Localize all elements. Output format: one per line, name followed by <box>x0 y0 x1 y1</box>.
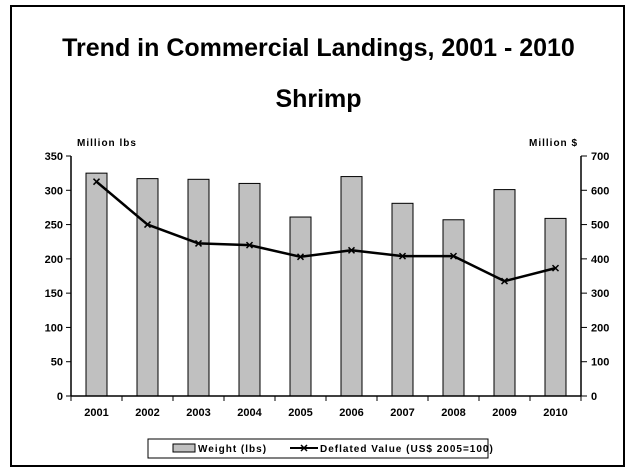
bar-2004 <box>238 182 261 397</box>
value-point-2010 <box>551 264 560 272</box>
right-tick-label: 0 <box>591 391 597 403</box>
bar-2003 <box>187 178 210 397</box>
legend-label-weight: Weight (lbs) <box>198 444 267 455</box>
value-point-2009 <box>500 277 509 285</box>
legend-swatch-value-marker <box>300 444 308 452</box>
left-tick-label: 350 <box>45 151 63 163</box>
right-tick-label: 300 <box>591 288 609 300</box>
bar-series <box>85 172 567 397</box>
bar-2009 <box>493 189 516 397</box>
legend-label-value: Deflated Value (US$ 2005=100) <box>320 444 494 455</box>
x-tick-label: 2005 <box>288 407 312 419</box>
tick-labels: 0 50 100 150 200 250 300 350 0 100 200 300 400 500 600… <box>45 151 610 419</box>
value-point-2006 <box>347 246 356 254</box>
value-point-2004 <box>245 241 254 249</box>
right-tick-label: 200 <box>591 322 609 334</box>
left-tick-label: 200 <box>45 254 63 266</box>
x-tick-label: 2001 <box>84 407 108 419</box>
x-tick-label: 2007 <box>390 407 414 419</box>
bar-2001 <box>85 172 108 397</box>
legend-swatch-weight <box>172 443 196 453</box>
bar-2006 <box>340 176 363 397</box>
left-axis-label: Million lbs <box>77 138 137 149</box>
right-tick-label: 600 <box>591 185 609 197</box>
x-tick-label: 2003 <box>186 407 210 419</box>
bar-2010 <box>544 217 567 397</box>
left-tick-label: 150 <box>45 288 63 300</box>
right-tick-label: 500 <box>591 220 609 232</box>
axes <box>66 155 587 401</box>
value-point-2003 <box>194 239 203 247</box>
chart-subtitle: Shrimp <box>275 85 362 113</box>
left-tick-label: 50 <box>51 357 63 369</box>
left-tick-label: 100 <box>45 322 63 334</box>
line-series <box>92 178 560 285</box>
right-tick-label: 700 <box>591 151 609 163</box>
value-point-2005 <box>296 253 305 261</box>
x-tick-label: 2008 <box>441 407 465 419</box>
bar-2002 <box>136 178 159 397</box>
legend: Weight (lbs) Deflated Value (US$ 2005=10… <box>147 438 494 459</box>
value-point-2007 <box>398 252 407 260</box>
value-line <box>95 180 556 283</box>
value-point-2002 <box>143 221 152 229</box>
left-tick-label: 300 <box>45 185 63 197</box>
x-tick-label: 2004 <box>237 407 262 419</box>
x-tick-label: 2002 <box>135 407 159 419</box>
value-point-2008 <box>449 252 458 260</box>
value-point-2001 <box>92 178 101 186</box>
chart-frame <box>10 5 625 467</box>
chart-title: Trend in Commercial Landings, 2001 - 201… <box>62 34 575 62</box>
x-tick-label: 2009 <box>492 407 516 419</box>
right-tick-label: 400 <box>591 254 609 266</box>
bar-2007 <box>391 202 414 397</box>
bar-2008 <box>442 219 465 397</box>
right-axis-label: Million $ <box>529 138 578 149</box>
legend-box <box>147 438 489 459</box>
left-tick-label: 250 <box>45 220 63 232</box>
left-tick-label: 0 <box>57 391 63 403</box>
bar-2005 <box>289 216 312 397</box>
right-tick-label: 100 <box>591 357 609 369</box>
x-tick-label: 2010 <box>543 407 567 419</box>
x-tick-label: 2006 <box>339 407 363 419</box>
